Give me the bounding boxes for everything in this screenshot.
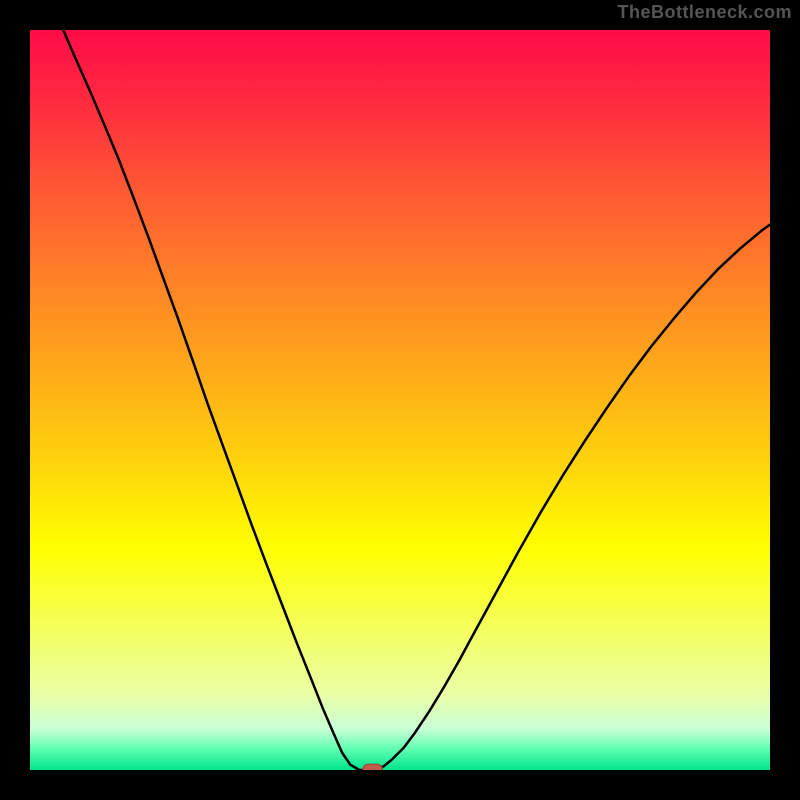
heat-gradient-background bbox=[30, 30, 770, 770]
plot-area bbox=[30, 30, 770, 770]
watermark-text: TheBottleneck.com bbox=[617, 2, 792, 23]
frame: TheBottleneck.com bbox=[0, 0, 800, 800]
